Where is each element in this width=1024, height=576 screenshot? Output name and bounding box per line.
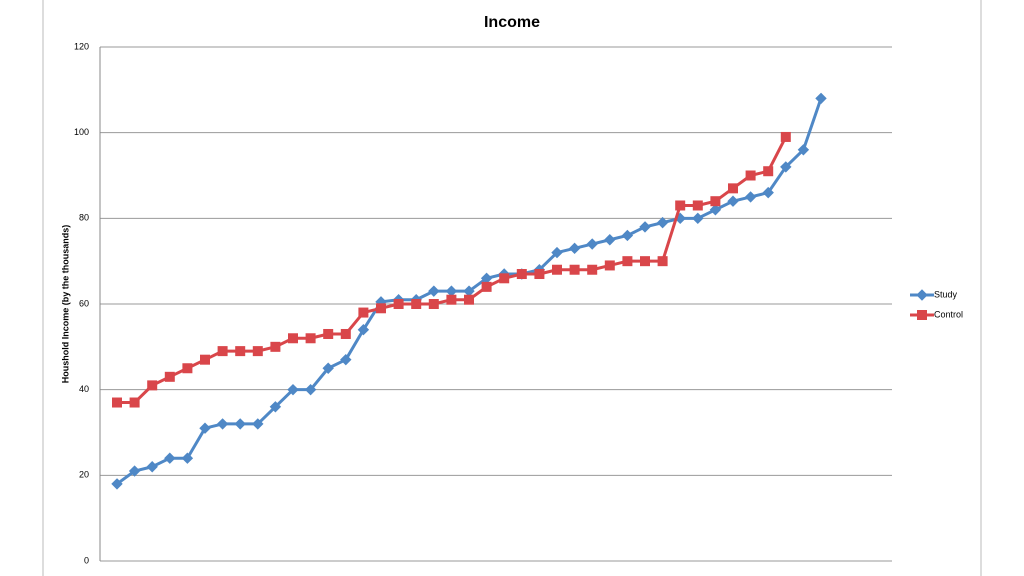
point bbox=[604, 260, 615, 271]
y-axis-label: Houshold Income (by the thousands) bbox=[60, 225, 70, 384]
point bbox=[780, 131, 791, 142]
point bbox=[269, 401, 282, 413]
point bbox=[181, 452, 194, 464]
point bbox=[745, 170, 756, 181]
point bbox=[657, 256, 668, 267]
point bbox=[304, 383, 317, 396]
point bbox=[288, 333, 298, 344]
point bbox=[216, 418, 229, 430]
point bbox=[763, 166, 774, 177]
point bbox=[428, 285, 440, 297]
point bbox=[200, 354, 210, 365]
point bbox=[129, 397, 140, 408]
point bbox=[235, 346, 246, 357]
point bbox=[692, 212, 704, 225]
point bbox=[217, 346, 228, 357]
point bbox=[534, 269, 545, 280]
point bbox=[147, 380, 158, 391]
point bbox=[569, 264, 580, 275]
point bbox=[111, 478, 123, 490]
point bbox=[604, 234, 616, 246]
legend-label: Control bbox=[934, 309, 963, 319]
point bbox=[780, 161, 792, 173]
legend-marker bbox=[916, 289, 928, 301]
point bbox=[357, 323, 370, 336]
point bbox=[322, 362, 334, 374]
y-tick-label: 20 bbox=[79, 470, 89, 480]
y-tick-label: 40 bbox=[79, 384, 89, 394]
point bbox=[287, 383, 299, 396]
point bbox=[146, 461, 158, 473]
point bbox=[552, 264, 562, 275]
point bbox=[639, 221, 651, 233]
point bbox=[499, 273, 510, 284]
point bbox=[692, 200, 703, 211]
point bbox=[252, 418, 264, 430]
point bbox=[762, 186, 774, 199]
point bbox=[199, 422, 211, 434]
series-line bbox=[117, 136, 788, 405]
point bbox=[464, 294, 474, 305]
point bbox=[164, 452, 176, 464]
point bbox=[587, 264, 598, 275]
y-tick-label: 0 bbox=[84, 555, 89, 565]
legend-marker bbox=[917, 310, 927, 320]
point bbox=[640, 256, 650, 267]
point bbox=[815, 92, 827, 105]
point bbox=[252, 346, 263, 357]
point bbox=[516, 269, 527, 280]
point bbox=[551, 246, 563, 259]
point bbox=[656, 216, 669, 229]
point bbox=[340, 328, 351, 339]
point bbox=[234, 418, 246, 430]
point bbox=[164, 371, 175, 382]
point bbox=[376, 303, 386, 314]
point bbox=[727, 195, 739, 207]
point bbox=[323, 328, 334, 339]
legend-label: Study bbox=[934, 289, 958, 299]
point bbox=[797, 144, 810, 156]
y-tick-label: 120 bbox=[74, 41, 89, 51]
point bbox=[411, 299, 422, 309]
point bbox=[112, 397, 122, 408]
point bbox=[270, 341, 281, 352]
point bbox=[710, 196, 721, 207]
point bbox=[568, 242, 581, 255]
y-tick-label: 100 bbox=[74, 127, 89, 137]
point bbox=[393, 299, 404, 309]
point bbox=[744, 191, 757, 203]
point bbox=[305, 333, 316, 344]
point bbox=[709, 204, 722, 216]
point bbox=[622, 256, 633, 267]
y-tick-label: 80 bbox=[79, 213, 89, 223]
point bbox=[675, 200, 686, 211]
point bbox=[358, 307, 369, 318]
point bbox=[446, 294, 457, 305]
point bbox=[445, 285, 458, 297]
point bbox=[621, 229, 634, 242]
point bbox=[728, 183, 738, 194]
point bbox=[586, 238, 598, 250]
point bbox=[428, 299, 439, 309]
point bbox=[481, 281, 492, 292]
chart-title: Income bbox=[484, 14, 540, 31]
point bbox=[340, 353, 352, 366]
point bbox=[128, 465, 141, 477]
y-tick-label: 60 bbox=[79, 298, 89, 308]
point bbox=[182, 363, 193, 374]
